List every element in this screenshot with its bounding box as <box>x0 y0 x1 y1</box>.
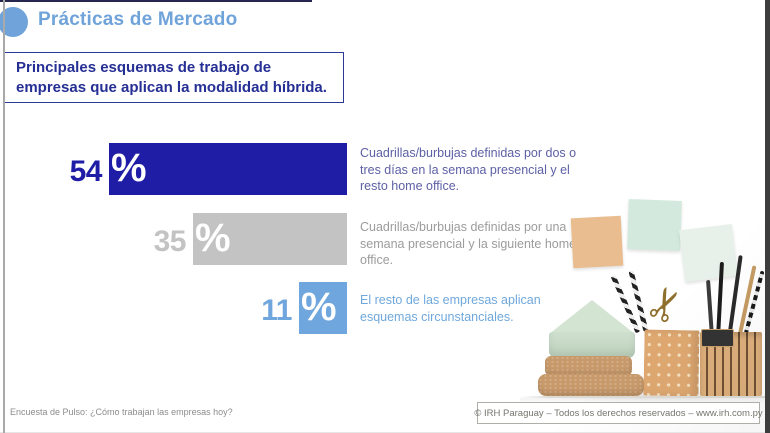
window-right-edge <box>765 0 770 433</box>
bar-row: 35 % <box>0 213 347 265</box>
desk-photo: ✂ <box>520 180 770 433</box>
bar-description: El resto de las empresas aplican esquema… <box>360 293 541 324</box>
bar: % <box>109 143 347 195</box>
copyright-box: © IRH Paraguay – Todos los derechos rese… <box>474 402 763 424</box>
bar: % <box>299 282 347 334</box>
dome-jar <box>549 300 635 358</box>
bar-value: 11 <box>261 294 292 327</box>
subtitle-text: Principales esquemas de trabajo de empre… <box>16 59 327 96</box>
bar-value: 35 <box>153 225 187 258</box>
bar-row: 11 % <box>0 282 347 334</box>
desk-edge-shade <box>520 398 770 404</box>
footer-note: Encuesta de Pulso: ¿Cómo trabajan las em… <box>10 407 233 417</box>
bar-description: Cuadrillas/burbujas definidas por una se… <box>360 220 577 267</box>
page-title: Prácticas de Mercado <box>38 9 238 30</box>
bar-value: 54 <box>69 155 103 188</box>
subtitle-box: Principales esquemas de trabajo de empre… <box>4 52 344 103</box>
dome-jar-body <box>549 332 635 358</box>
percent-sign: % <box>195 216 231 260</box>
percent-sign: % <box>301 285 337 329</box>
desk-edge <box>520 396 770 398</box>
percent-sign: % <box>111 146 147 190</box>
bar-row: 54 % <box>0 143 347 195</box>
bar: % <box>193 213 347 265</box>
chalkboard-label <box>701 329 734 347</box>
window-left-edge <box>3 0 5 433</box>
copyright-text: © IRH Paraguay – Todos los derechos rese… <box>474 407 763 419</box>
photo-tint <box>520 180 770 433</box>
cork-disc-top <box>545 356 632 376</box>
bar-description: Cuadrillas/burbujas definidas por dos o … <box>360 146 577 193</box>
cork-disc-bottom <box>538 374 644 396</box>
window-top-edge <box>0 0 312 2</box>
